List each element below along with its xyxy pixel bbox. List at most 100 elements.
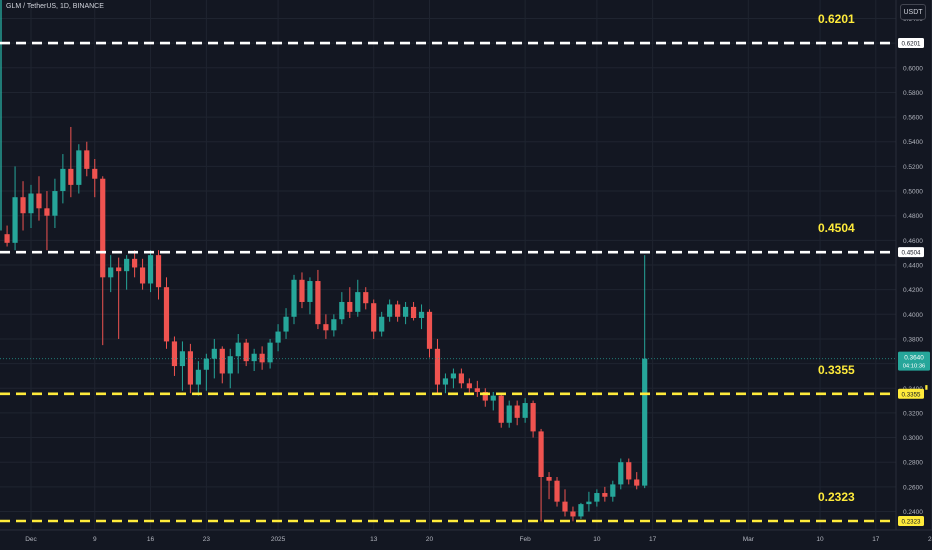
candle-body xyxy=(546,477,552,481)
candle-body xyxy=(339,301,345,320)
time-tick-label: 16 xyxy=(147,536,155,543)
candle-body xyxy=(562,501,568,512)
candle-body xyxy=(139,267,146,284)
price-tick-label: 0.5800 xyxy=(903,90,923,97)
candle-body xyxy=(514,405,520,418)
candle-body xyxy=(618,462,624,485)
candle-body xyxy=(211,348,217,359)
candle-body xyxy=(602,493,608,497)
candle-body xyxy=(570,511,576,517)
candle-body xyxy=(402,306,409,317)
candle-body xyxy=(371,303,377,332)
candle-body xyxy=(163,287,170,342)
candle-body xyxy=(219,348,225,374)
candle-body xyxy=(482,391,488,401)
candle-body xyxy=(195,369,201,385)
candle-body xyxy=(442,378,449,385)
time-axis[interactable]: Dec9162320251320Feb1017Mar101724Apr14 xyxy=(25,536,932,543)
candle-body xyxy=(68,168,74,185)
candle-body xyxy=(108,267,114,278)
price-tick-label: 0.4400 xyxy=(903,263,923,270)
candle-body xyxy=(60,168,66,192)
candle-body xyxy=(155,255,162,288)
candles xyxy=(0,0,648,522)
candle-body xyxy=(490,395,496,401)
level-label-0.4504: 0.4504 xyxy=(818,221,855,235)
candle-body xyxy=(76,150,82,185)
candle-body xyxy=(267,342,273,363)
price-tick-label: 0.2800 xyxy=(903,460,923,467)
candle-body xyxy=(92,168,98,179)
candle-body xyxy=(410,306,417,318)
candle-body xyxy=(147,255,154,284)
candle-body xyxy=(28,193,34,214)
candle-body xyxy=(466,383,472,389)
time-tick-label: 23 xyxy=(203,536,211,543)
alert-marker-icon: ▮ xyxy=(925,385,928,391)
candle-body xyxy=(251,353,257,362)
time-tick-label: 20 xyxy=(426,536,434,543)
candle-body xyxy=(379,316,385,332)
candle-body xyxy=(538,431,544,477)
candle-body xyxy=(642,358,648,486)
candle-body xyxy=(124,258,130,272)
candle-body xyxy=(426,311,433,349)
price-tick-label: 0.5400 xyxy=(903,139,923,146)
candle-body xyxy=(594,493,600,502)
candle-body xyxy=(243,342,249,362)
candle-body xyxy=(12,197,18,243)
last-price-value: 0.3640 xyxy=(904,355,924,362)
candle-body xyxy=(626,462,632,480)
candle-body xyxy=(498,395,504,423)
currency-button[interactable]: USDT xyxy=(900,4,926,20)
candle-body xyxy=(4,234,10,243)
price-tags: 0.6201 0.4504 0.3355 0.2323 0.3640 04:10:36 ▮ xyxy=(898,38,930,527)
candle-body xyxy=(450,373,457,379)
candle-body xyxy=(44,208,50,216)
candle-body xyxy=(363,292,369,304)
time-tick-label: 17 xyxy=(872,536,880,543)
candle-body xyxy=(20,197,26,214)
time-tick-label: 13 xyxy=(370,536,378,543)
last-price-tag xyxy=(898,351,930,371)
price-tick-label: 0.5000 xyxy=(903,189,923,196)
level-price-tag xyxy=(898,247,924,258)
price-tick-label: 0.6000 xyxy=(903,65,923,72)
level-label-0.6201: 0.6201 xyxy=(818,12,855,26)
time-tick-label: 9 xyxy=(93,536,97,543)
candle-body xyxy=(291,279,297,317)
symbol-legend: GLM / TetherUS, 1D, BINANCE xyxy=(6,3,104,10)
time-tick-label: 24 xyxy=(928,536,932,543)
candle-body xyxy=(347,301,353,312)
candle-body xyxy=(275,331,281,343)
time-tick-label: Dec xyxy=(25,536,37,543)
candle-body xyxy=(474,388,480,392)
candle-body xyxy=(586,501,592,505)
candle-body xyxy=(522,403,528,418)
candle-body xyxy=(634,479,640,486)
candle-body xyxy=(227,356,233,374)
candle-body xyxy=(187,351,193,385)
price-tick-label: 0.4200 xyxy=(903,287,923,294)
candle-body xyxy=(36,193,42,209)
price-axis[interactable]: 0.64000.62000.60000.58000.56000.54000.52… xyxy=(903,16,923,516)
price-tick-label: 0.4600 xyxy=(903,238,923,245)
price-tick-label: 0.3000 xyxy=(903,435,923,442)
candle-body xyxy=(116,267,122,272)
level-lines: 0.6201 0.4504 0.3355 0.2323 xyxy=(0,12,896,523)
candle-body xyxy=(578,504,584,517)
candle-body xyxy=(434,348,441,385)
candle-body xyxy=(259,353,265,363)
time-tick-label: Feb xyxy=(520,536,532,543)
candle-body xyxy=(132,258,138,268)
level-price-tag-text: 0.3355 xyxy=(902,391,921,398)
candle-body xyxy=(395,304,401,317)
candle-body xyxy=(171,341,178,367)
candle-body xyxy=(331,319,337,331)
level-price-tag xyxy=(898,38,924,49)
price-tick-label: 0.3200 xyxy=(903,410,923,417)
price-tick-label: 0.3800 xyxy=(903,336,923,343)
level-price-tag xyxy=(898,516,924,527)
price-tick-label: 0.5200 xyxy=(903,164,923,171)
